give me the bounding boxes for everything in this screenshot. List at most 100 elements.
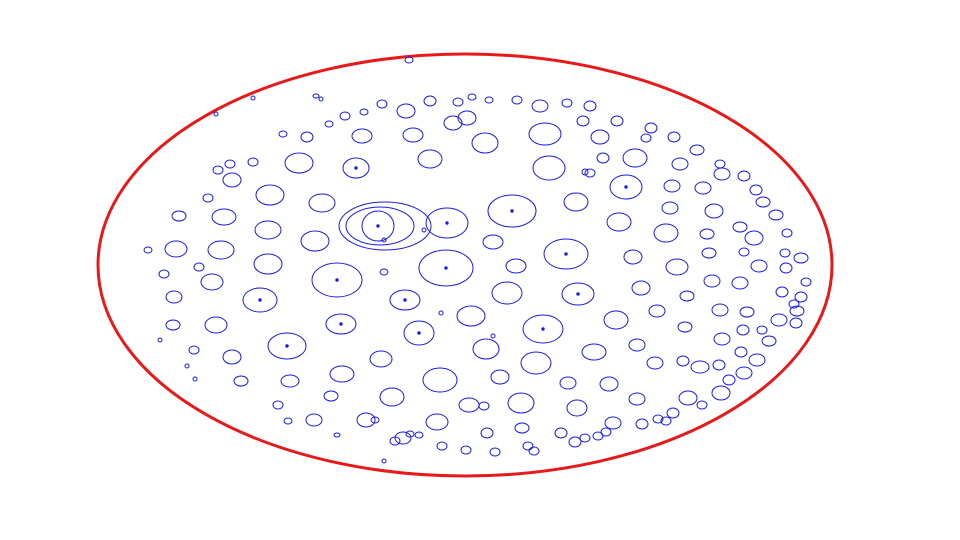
- circle-11-center-dot: [624, 185, 628, 189]
- circle-159: [704, 203, 724, 219]
- circle-group: [143, 56, 812, 464]
- circle-137: [484, 96, 494, 104]
- circle-57: [648, 304, 666, 318]
- circle-12: [403, 320, 435, 346]
- circle-86: [568, 436, 582, 448]
- circle-180: [356, 412, 376, 428]
- circle-47: [491, 281, 523, 305]
- circle-12-center-dot: [417, 331, 421, 335]
- circle-125: [667, 131, 681, 143]
- circle-43: [329, 365, 355, 383]
- circle-100: [761, 335, 777, 347]
- circle-41: [233, 375, 249, 387]
- circle-133: [576, 115, 590, 127]
- circle-17: [267, 332, 307, 360]
- circle-99: [734, 346, 748, 358]
- circle-8: [342, 157, 370, 179]
- circle-6-center-dot: [564, 252, 568, 256]
- circle-95: [696, 400, 708, 410]
- circle-77: [414, 431, 424, 439]
- circle-177: [283, 417, 293, 425]
- circle-85: [554, 427, 568, 439]
- circle-189: [184, 363, 190, 369]
- circle-15-center-dot: [541, 327, 545, 331]
- circle-35: [200, 273, 224, 291]
- circle-108: [779, 262, 793, 274]
- circle-45: [472, 338, 500, 360]
- circle-48: [505, 258, 527, 274]
- circle-28: [254, 220, 282, 240]
- circle-78: [436, 441, 448, 451]
- circle-5-center-dot: [510, 209, 514, 213]
- circle-149: [278, 130, 288, 138]
- circle-131: [590, 129, 610, 145]
- circle-192: [381, 458, 387, 464]
- circle-160: [699, 228, 715, 240]
- circle-147: [324, 120, 334, 128]
- circle-81: [480, 427, 494, 439]
- circle-63: [690, 360, 710, 374]
- circle-106: [788, 299, 800, 309]
- circle-117: [714, 159, 726, 169]
- circle-22: [417, 149, 443, 169]
- circle-186: [318, 96, 324, 102]
- circle-113: [755, 196, 771, 208]
- circle-97: [735, 366, 753, 380]
- circle-171: [676, 355, 690, 367]
- circle-154: [224, 159, 236, 169]
- circle-24: [351, 128, 373, 144]
- circle-8-center-dot: [354, 166, 358, 170]
- circle-3-center-dot: [444, 266, 448, 270]
- circle-162: [744, 230, 764, 246]
- circle-182: [405, 430, 415, 438]
- circle-144: [376, 99, 388, 109]
- circle-89: [600, 427, 612, 437]
- circle-84: [528, 446, 540, 456]
- circle-105: [789, 305, 805, 317]
- circle-79: [460, 445, 472, 455]
- circle-102: [789, 317, 803, 329]
- circle-4-center-dot: [445, 221, 449, 225]
- circle-50: [563, 192, 589, 212]
- circle-148: [300, 131, 314, 143]
- circle-83: [522, 441, 534, 451]
- circle-161: [732, 221, 748, 233]
- circle-143: [396, 103, 416, 119]
- circle-31: [207, 240, 235, 260]
- circle-168: [711, 303, 729, 317]
- circle-1: [338, 201, 432, 251]
- circle-58: [603, 310, 629, 330]
- circle-52: [653, 223, 679, 243]
- circle-191: [157, 337, 163, 343]
- circle-110: [779, 248, 791, 258]
- circle-66: [628, 392, 646, 406]
- circle-67: [599, 376, 619, 392]
- circle-194: [381, 237, 387, 243]
- circle-74: [478, 401, 490, 411]
- circle-96: [722, 374, 736, 386]
- circle-107: [800, 277, 812, 287]
- circle-32: [164, 240, 188, 258]
- circle-140: [457, 110, 477, 126]
- circle-139: [452, 97, 464, 107]
- circle-26: [255, 184, 285, 206]
- circle-145: [359, 108, 369, 116]
- circle-27: [284, 152, 314, 174]
- circle-94: [666, 407, 680, 419]
- circle-25: [308, 193, 336, 213]
- circle-11: [609, 174, 643, 200]
- circle-3: [418, 249, 474, 287]
- circle-40: [188, 345, 200, 355]
- circle-98: [748, 353, 766, 367]
- circle-109: [793, 252, 809, 264]
- circle-126: [622, 148, 648, 168]
- circle-169: [739, 306, 755, 318]
- circle-132: [583, 100, 597, 112]
- circle-72: [490, 369, 510, 385]
- circle-112: [768, 209, 784, 221]
- circle-large-inner-ring: [345, 206, 415, 246]
- circle-23: [402, 127, 424, 143]
- circle-29: [253, 253, 283, 275]
- circle-129: [581, 168, 589, 176]
- circle-130: [610, 115, 624, 127]
